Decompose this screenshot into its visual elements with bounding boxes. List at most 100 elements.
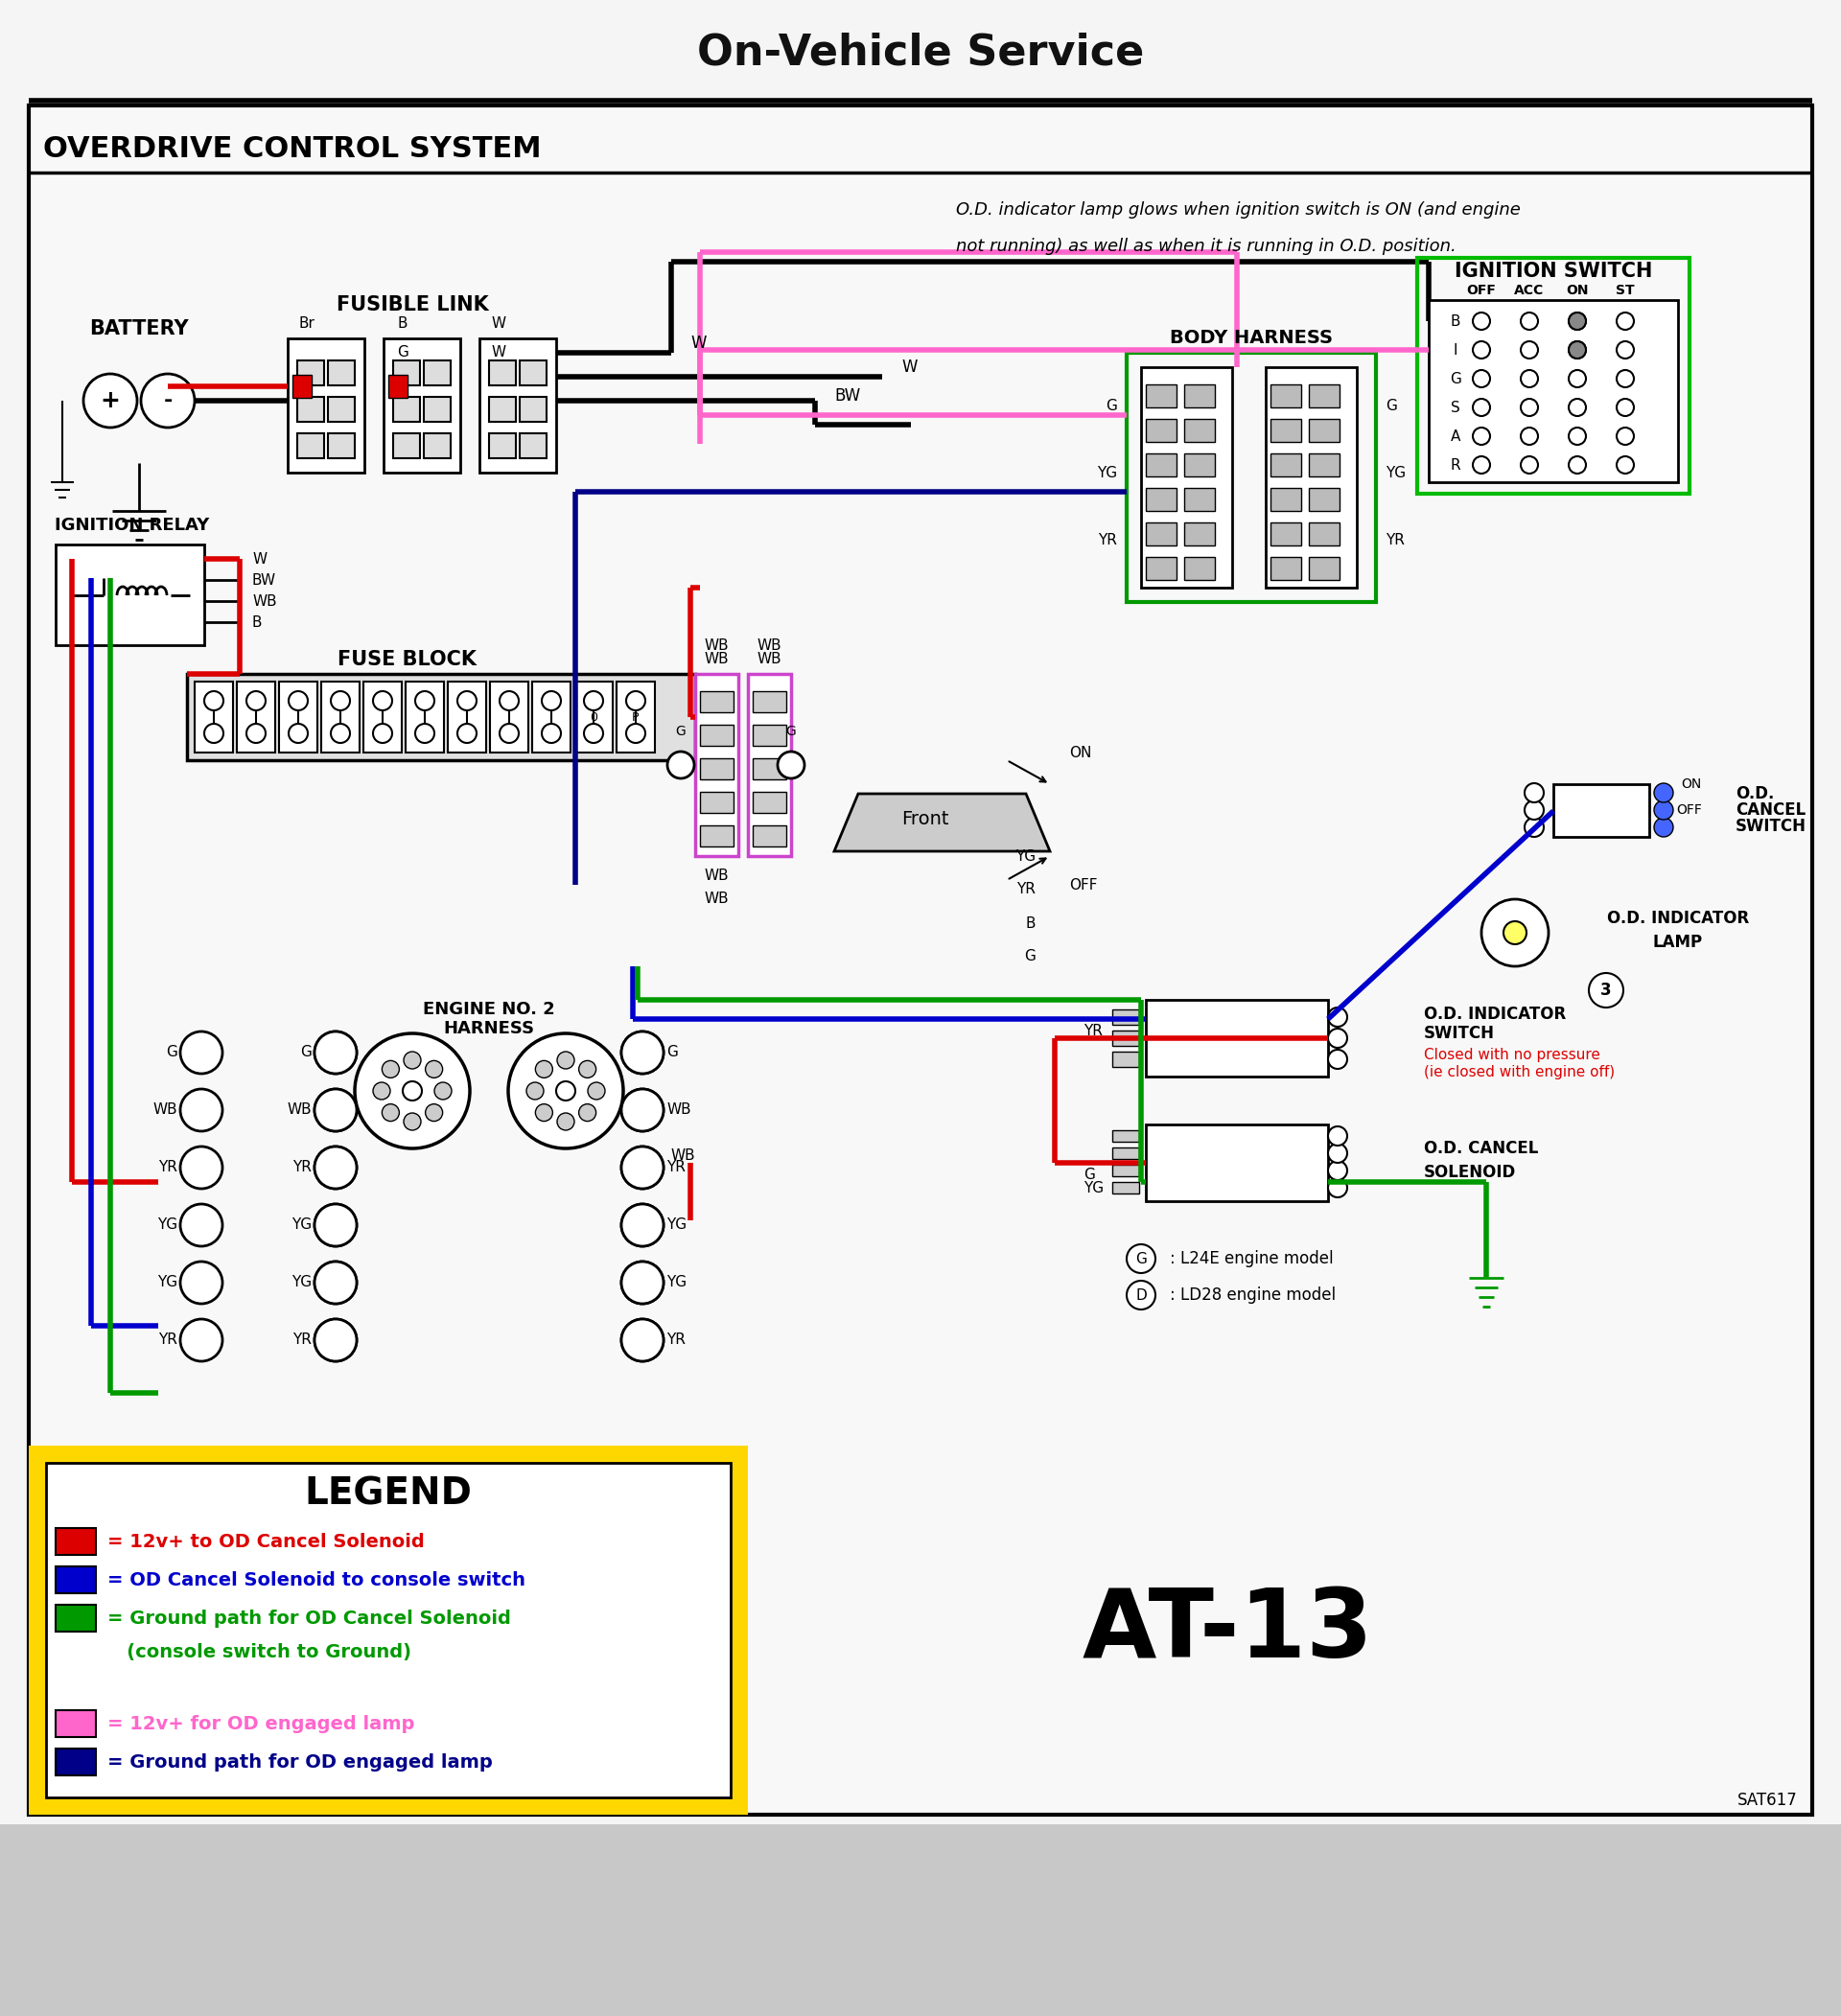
Text: O.D. indicator lamp glows when ignition switch is ON (and engine: O.D. indicator lamp glows when ignition … (955, 202, 1521, 218)
Bar (617, 681, 655, 752)
Circle shape (289, 724, 307, 744)
Text: W: W (252, 552, 267, 566)
Circle shape (1521, 456, 1537, 474)
Bar (296, 433, 324, 458)
Bar (700, 792, 733, 812)
Text: G: G (300, 1046, 311, 1060)
Text: SAT617: SAT617 (1738, 1792, 1799, 1808)
Circle shape (584, 691, 604, 710)
Bar (1309, 522, 1340, 546)
Text: B: B (1451, 314, 1460, 329)
Text: YG: YG (1386, 466, 1407, 480)
Text: ON: ON (1567, 284, 1589, 296)
Bar (237, 681, 274, 752)
Circle shape (315, 1318, 357, 1361)
Bar (394, 397, 420, 421)
Bar (55, 1605, 96, 1631)
Circle shape (666, 752, 694, 778)
Text: G: G (1106, 399, 1117, 413)
Circle shape (508, 1034, 624, 1149)
Text: B: B (252, 615, 261, 629)
Text: YR: YR (158, 1333, 177, 1347)
Circle shape (416, 724, 434, 744)
Bar (753, 792, 786, 812)
Bar (700, 825, 733, 847)
Circle shape (142, 373, 195, 427)
Bar (388, 375, 407, 397)
Text: ST: ST (1616, 284, 1635, 296)
Circle shape (1653, 800, 1673, 821)
Circle shape (1569, 341, 1585, 359)
Circle shape (1589, 974, 1624, 1008)
Circle shape (315, 1147, 357, 1189)
Bar (1112, 1181, 1140, 1193)
Text: OFF: OFF (1467, 284, 1497, 296)
Bar (328, 361, 355, 385)
Bar (1184, 385, 1215, 407)
Text: YR: YR (158, 1161, 177, 1175)
Text: YG: YG (291, 1218, 311, 1232)
Bar (1127, 353, 1375, 603)
Bar (320, 681, 359, 752)
Circle shape (1653, 818, 1673, 837)
Bar (1267, 367, 1357, 587)
Text: IGNITION RELAY: IGNITION RELAY (55, 516, 210, 534)
Bar (696, 673, 738, 857)
Text: FUSIBLE LINK: FUSIBLE LINK (337, 294, 488, 314)
Bar (195, 681, 234, 752)
Circle shape (1616, 341, 1635, 359)
Text: : LD28 engine model: : LD28 engine model (1169, 1286, 1337, 1304)
Circle shape (1521, 341, 1537, 359)
Text: I: I (1453, 343, 1458, 357)
Bar (188, 673, 696, 760)
Circle shape (1521, 427, 1537, 446)
Circle shape (403, 1113, 422, 1131)
Bar (519, 361, 547, 385)
Bar (700, 691, 733, 712)
Text: YG: YG (156, 1276, 177, 1290)
Circle shape (527, 1083, 543, 1099)
Bar (1270, 556, 1302, 581)
Text: YR: YR (666, 1333, 685, 1347)
Circle shape (425, 1105, 442, 1121)
Circle shape (180, 1032, 223, 1075)
Bar (479, 339, 556, 472)
Text: YR: YR (666, 1161, 685, 1175)
Circle shape (584, 724, 604, 744)
Circle shape (622, 1262, 663, 1304)
Circle shape (289, 691, 307, 710)
Circle shape (626, 724, 646, 744)
Circle shape (1327, 1050, 1348, 1068)
Circle shape (315, 1262, 357, 1304)
Circle shape (1521, 371, 1537, 387)
Circle shape (1327, 1177, 1348, 1198)
Text: W: W (690, 335, 707, 353)
Circle shape (578, 1105, 596, 1121)
Bar (753, 825, 786, 847)
Bar (1184, 488, 1215, 510)
Text: FUSE BLOCK: FUSE BLOCK (339, 649, 477, 669)
Bar (29, 1445, 747, 1814)
Circle shape (1569, 341, 1585, 359)
Bar (1145, 488, 1176, 510)
Circle shape (315, 1262, 357, 1304)
Circle shape (626, 691, 646, 710)
Bar (1145, 385, 1176, 407)
Text: YR: YR (293, 1333, 311, 1347)
Text: YG: YG (291, 1276, 311, 1290)
Circle shape (622, 1089, 663, 1131)
Text: W: W (492, 345, 506, 361)
Circle shape (499, 724, 519, 744)
Text: WB: WB (703, 891, 729, 907)
Circle shape (1569, 399, 1585, 415)
Text: AT-13: AT-13 (1083, 1585, 1373, 1677)
Text: G: G (1024, 950, 1035, 964)
Bar (700, 724, 733, 746)
Text: WB: WB (153, 1103, 177, 1117)
Text: ON: ON (1070, 746, 1092, 760)
Text: SOLENOID: SOLENOID (1423, 1163, 1517, 1181)
Bar (383, 339, 460, 472)
Bar (1184, 419, 1215, 442)
Text: = 12v+ to OD Cancel Solenoid: = 12v+ to OD Cancel Solenoid (107, 1532, 425, 1550)
Text: YG: YG (1097, 466, 1117, 480)
